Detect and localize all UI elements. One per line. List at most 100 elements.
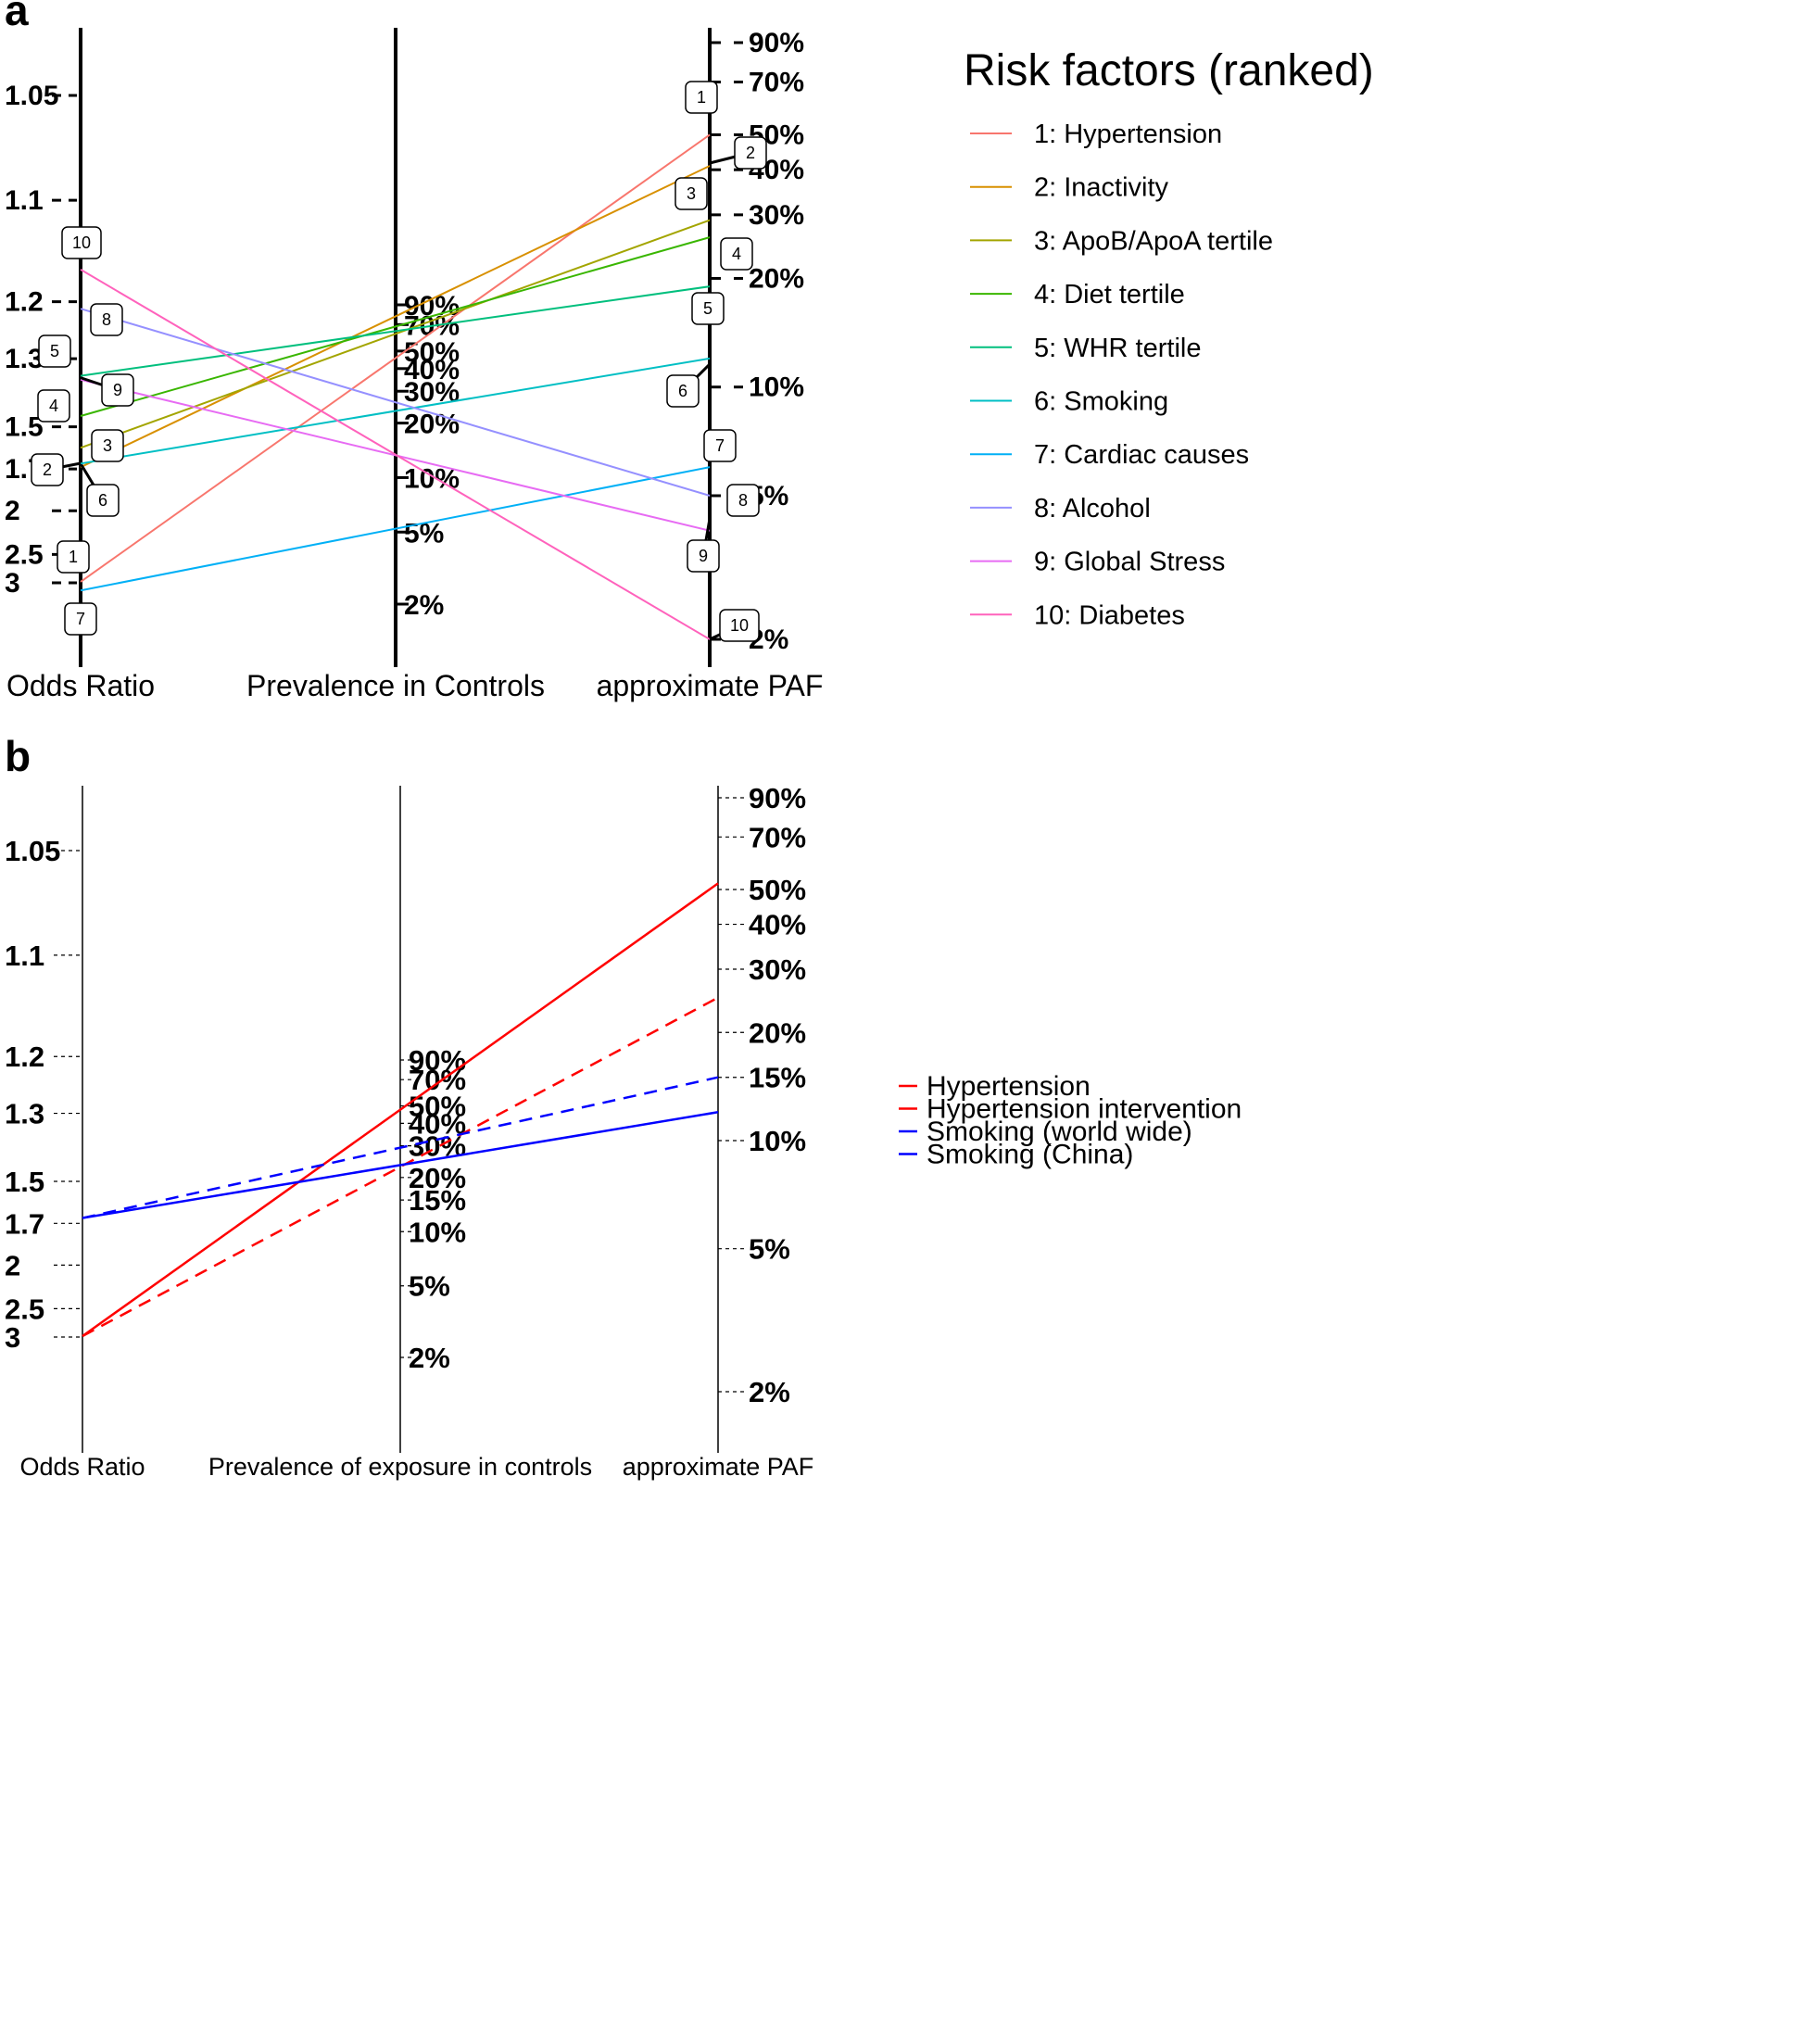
legend-label-8: 8: Alcohol [1034,494,1151,524]
rank-box-right-3-text: 3 [687,184,696,203]
rank-box-left-4 [37,389,70,423]
paf-axis-title: approximate PAF [597,669,824,702]
series-line-b-1 [82,996,719,1338]
or-tick-label: 1.3 [5,344,44,374]
series-line-b-0 [82,882,719,1337]
paf-tick-label-b: 15% [749,1062,806,1094]
series-line-4 [80,236,711,417]
or-tick-label-b: 1.1 [5,940,44,972]
rank-box-right-2 [734,136,767,170]
rank-box-left-10 [61,226,102,259]
rank-box-left-4-text: 4 [49,397,58,415]
prevalence-tick-label-b: 20% [409,1162,466,1194]
series-line-7 [80,466,711,592]
or-tick-label: 1.2 [5,287,44,318]
rank-box-right-8 [726,484,760,517]
prevalence-tick-label: 20% [404,410,460,440]
paf-tick-label: 30% [749,200,804,231]
paf-tick-label-b: 30% [749,953,806,986]
series-line-2 [80,165,711,469]
rank-box-left-6 [86,484,120,517]
panel-a-letter: a [5,0,29,34]
rank-box-right-2-text: 2 [746,144,755,162]
series-line-10 [80,269,711,640]
paf-tick-label-b: 5% [749,1233,790,1266]
paf-tick-label-b: 2% [749,1376,790,1408]
paf-tick-label: 90% [749,28,804,58]
prevalence-tick-label-b: 2% [409,1342,450,1374]
prevalence-tick-label-b: 5% [409,1270,450,1303]
or-tick-label-b: 1.7 [5,1207,44,1240]
legend-label-b-2: Smoking (world wide) [927,1117,1192,1147]
series-line-1 [80,133,711,583]
legend-label-7: 7: Cardiac causes [1034,440,1249,470]
rank-box-left-3 [91,429,124,462]
prevalence-tick-label: 30% [404,377,460,408]
legend-label-9: 9: Global Stress [1034,548,1225,577]
prevalence-axis-title: Prevalence in Controls [246,669,545,702]
rank-box-right-5 [691,292,725,325]
rank-box-right-4-text: 4 [732,245,741,263]
paf-axis-title-b: approximate PAF [623,1453,814,1481]
odds-ratio-axis-title: Odds Ratio [6,669,155,702]
rank-box-right-10-text: 10 [730,616,749,635]
or-tick-label: 3 [5,568,20,599]
rank-box-left-2 [31,453,64,486]
rank-box-right-5-text: 5 [703,299,712,318]
odds-ratio-axis-title-b: Odds Ratio [19,1453,145,1481]
series-line-6 [80,357,711,465]
rank-box-left-7-text: 7 [76,610,85,628]
or-tick-label: 1.1 [5,185,44,216]
legend-label-6: 6: Smoking [1034,387,1168,417]
or-tick-label-b: 2.5 [5,1293,44,1325]
rank-box-left-8-text: 8 [102,310,111,329]
legend-label-b-1: Hypertension intervention [927,1094,1242,1125]
series-line-b-3 [82,1076,719,1219]
prevalence-tick-label: 50% [404,337,460,368]
prevalence-tick-label-b: 40% [409,1107,466,1140]
or-tick-label-b: 1.5 [5,1166,44,1198]
rank-box-left-9 [101,373,134,407]
legend-label-4: 4: Diet tertile [1034,280,1185,309]
rank-box-left-6-text: 6 [98,491,107,510]
rank-box-left-1-text: 1 [69,548,78,566]
legend-label-3: 3: ApoB/ApoA tertile [1034,226,1273,256]
paf-tick-label: 20% [749,263,804,294]
rank-box-right-1 [685,81,718,114]
panel-b-letter: b [5,732,31,780]
rank-box-left-5-text: 5 [50,342,59,360]
rank-box-right-3 [675,177,708,210]
rank-box-right-7 [703,429,737,462]
rank-box-left-2-text: 2 [43,461,52,479]
series-line-5 [80,285,711,377]
rank-box-right-10 [719,609,760,642]
rank-box-left-8 [90,303,123,336]
panel-b: b1.051.11.21.31.51.722.5390%70%50%40%30%… [5,732,1242,1481]
prevalence-tick-label: 40% [404,355,460,385]
rank-box-right-6-text: 6 [678,382,687,400]
series-line-8 [80,308,711,497]
rank-box-left-7 [64,602,97,636]
or-tick-label-b: 1.2 [5,1041,44,1073]
or-tick-label-b: 2 [5,1249,20,1281]
or-tick-label-b: 1.05 [5,835,60,867]
rank-box-left-1 [57,540,90,574]
rank-box-right-4 [720,237,753,271]
prevalence-axis-title-b: Prevalence of exposure in controls [208,1453,592,1481]
paf-tick-label-b: 40% [749,909,806,941]
series-line-b-2 [82,1111,719,1219]
prevalence-tick-label: 2% [404,590,444,621]
or-tick-label: 2.5 [5,539,44,570]
rank-box-left-9-text: 9 [113,381,122,399]
rank-box-left-10-text: 10 [72,233,91,252]
prevalence-tick-label-b: 90% [409,1044,466,1077]
or-tick-label-b: 1.3 [5,1098,44,1130]
rank-box-left-5 [38,334,71,368]
paf-tick-label-b: 70% [749,821,806,853]
rank-box-left-3-text: 3 [103,436,112,455]
series-line-3 [80,219,711,449]
rank-box-right-1-text: 1 [697,88,706,107]
or-tick-label-b: 3 [5,1321,20,1354]
rank-box-right-6 [666,374,700,408]
